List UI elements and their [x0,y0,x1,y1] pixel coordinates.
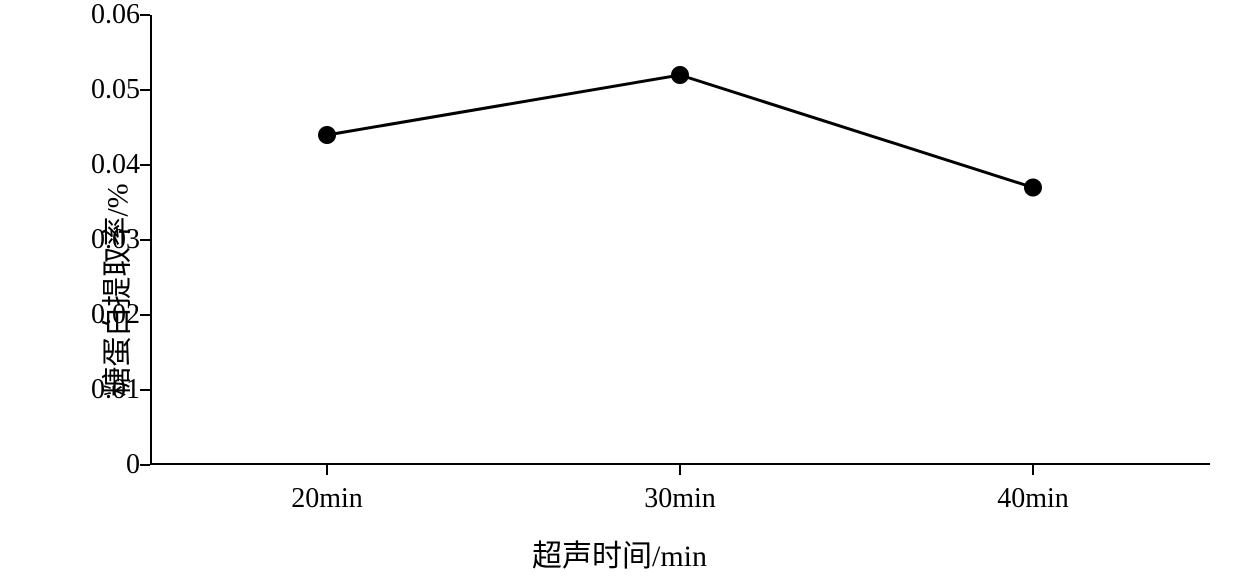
y-axis-line [150,15,152,465]
y-tick-label: 0 [126,449,140,481]
line-chart: 糖蛋白提取率/% 超声时间/min 00.010.020.030.040.050… [0,0,1239,579]
y-tick [140,239,150,241]
y-tick [140,14,150,16]
series-line [327,75,1033,188]
y-tick [140,164,150,166]
x-axis-title: 超声时间/min [532,531,707,575]
y-axis-title: 糖蛋白提取率/% [93,183,137,396]
y-tick [140,89,150,91]
plot-region: 00.010.020.030.040.050.0620min30min40min [150,15,1210,465]
y-tick [140,464,150,466]
x-tick [326,465,328,475]
data-point-marker [1024,179,1042,197]
data-point-marker [318,126,336,144]
y-tick-label: 0.04 [91,149,140,181]
y-tick-label: 0.05 [91,74,140,106]
y-tick-label: 0.06 [91,0,140,31]
x-tick [1032,465,1034,475]
data-series-svg [150,15,1210,465]
y-tick-label: 0.01 [91,374,140,406]
data-point-marker [671,66,689,84]
x-tick [679,465,681,475]
y-tick [140,389,150,391]
y-tick [140,314,150,316]
x-tick-label: 20min [291,483,363,515]
y-tick-label: 0.03 [91,224,140,256]
x-tick-label: 30min [644,483,716,515]
x-tick-label: 40min [997,483,1069,515]
y-tick-label: 0.02 [91,299,140,331]
